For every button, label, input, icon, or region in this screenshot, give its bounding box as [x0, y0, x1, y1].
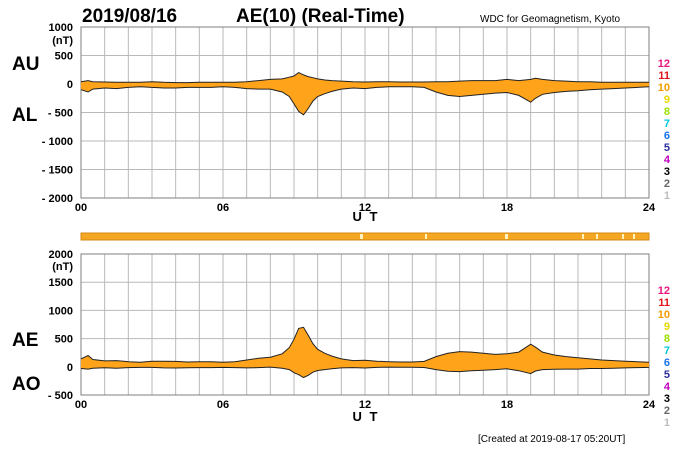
- x-axis-label: U T: [353, 209, 380, 224]
- y-tick-label: 1000: [49, 22, 73, 34]
- x-tick-label: 00: [75, 202, 87, 214]
- legend-entry: 8: [664, 333, 670, 345]
- legend-entry: 10: [658, 309, 670, 321]
- y-tick-label: 1500: [49, 277, 73, 289]
- y-tick-label: 0: [67, 362, 73, 374]
- legend-entry: 8: [664, 106, 670, 118]
- x-tick-label: 12: [359, 399, 371, 411]
- coverage-gap-mark: [505, 234, 508, 239]
- coverage-gap-mark: [622, 234, 624, 239]
- coverage-bar-fill: [80, 232, 650, 241]
- y-tick-label: 2000: [49, 249, 73, 261]
- au-al-panel: AU AL (nT) U T 1000 500 0 - 500 - 1000 - 1500…: [12, 22, 656, 224]
- x-tick-label: 06: [217, 399, 229, 411]
- legend-entry: 6: [664, 357, 670, 369]
- y-tick-label: 0: [67, 79, 73, 91]
- legend-entry: 9: [664, 94, 670, 106]
- legend-entry: 1: [664, 417, 670, 429]
- coverage-bar-marks: [360, 234, 635, 239]
- y-tick-label: 500: [55, 51, 73, 63]
- x-tick-label: 24: [643, 399, 656, 411]
- x-tick-label: 24: [643, 202, 656, 214]
- x-axis-label-2: U T: [353, 409, 380, 424]
- x-tick-label: 06: [217, 202, 229, 214]
- ao-label: AO: [12, 374, 41, 395]
- legend-entry: 4: [664, 381, 671, 393]
- coverage-gap-mark: [582, 234, 584, 239]
- source-label: WDC for Geomagnetism, Kyoto: [480, 14, 620, 25]
- x-tick-label: 18: [501, 399, 513, 411]
- legend-entry: 4: [664, 154, 671, 166]
- legend-entry: 12: [658, 58, 670, 70]
- envelope-area: [81, 327, 649, 378]
- legend-entry: 11: [658, 70, 670, 82]
- y-unit-label: (nT): [52, 35, 73, 47]
- legend-entry: 10: [658, 82, 670, 94]
- y-tick-label: - 1500: [42, 165, 73, 177]
- legend-entry: 3: [664, 166, 670, 178]
- legend-entry: 7: [664, 118, 670, 130]
- legend-entry: 1: [664, 190, 670, 202]
- x-tick-label: 12: [359, 202, 371, 214]
- y-tick-label: 500: [55, 334, 73, 346]
- legend-entry: 7: [664, 345, 670, 357]
- y-tick-label: - 2000: [42, 193, 73, 205]
- al-label: AL: [12, 105, 38, 126]
- coverage-gap-mark: [596, 234, 598, 239]
- plot-frame: [80, 26, 650, 199]
- date-label: 2019/08/16: [82, 6, 177, 27]
- ae-label: AE: [12, 330, 38, 351]
- y-tick-label: - 500: [48, 108, 73, 120]
- coverage-gap-mark: [633, 234, 635, 239]
- series-al-line: [80, 86, 650, 116]
- au-label: AU: [12, 54, 39, 75]
- legend-entry: 3: [664, 393, 670, 405]
- legend-entry: 12: [658, 285, 670, 297]
- plot-frame: [80, 253, 650, 396]
- legend-entry: 2: [664, 178, 670, 190]
- legend-entry: 9: [664, 321, 670, 333]
- envelope-area: [81, 72, 649, 115]
- y-tick-label: - 1000: [42, 136, 73, 148]
- x-tick-label: 18: [501, 202, 513, 214]
- coverage-gap-mark: [425, 234, 427, 239]
- y-tick-label: - 500: [48, 390, 73, 402]
- y-unit-label-2: (nT): [52, 261, 73, 273]
- coverage-gap-mark: [360, 234, 363, 239]
- created-timestamp: [Created at 2019-08-17 05:20UT]: [478, 434, 626, 445]
- series-ae-line: [80, 326, 650, 363]
- legend-entry: 2: [664, 405, 670, 417]
- series-ao-line: [80, 366, 650, 379]
- legend-entry: 6: [664, 130, 670, 142]
- y-tick-label: 1000: [49, 305, 73, 317]
- x-tick-label: 00: [75, 399, 87, 411]
- legend-entry: 5: [664, 369, 670, 381]
- legend-entry: 11: [658, 297, 670, 309]
- chart-title: AE(10) (Real-Time): [236, 6, 405, 27]
- series-au-line: [80, 72, 649, 84]
- data-coverage-bar: [80, 232, 650, 241]
- legend-entry: 5: [664, 142, 670, 154]
